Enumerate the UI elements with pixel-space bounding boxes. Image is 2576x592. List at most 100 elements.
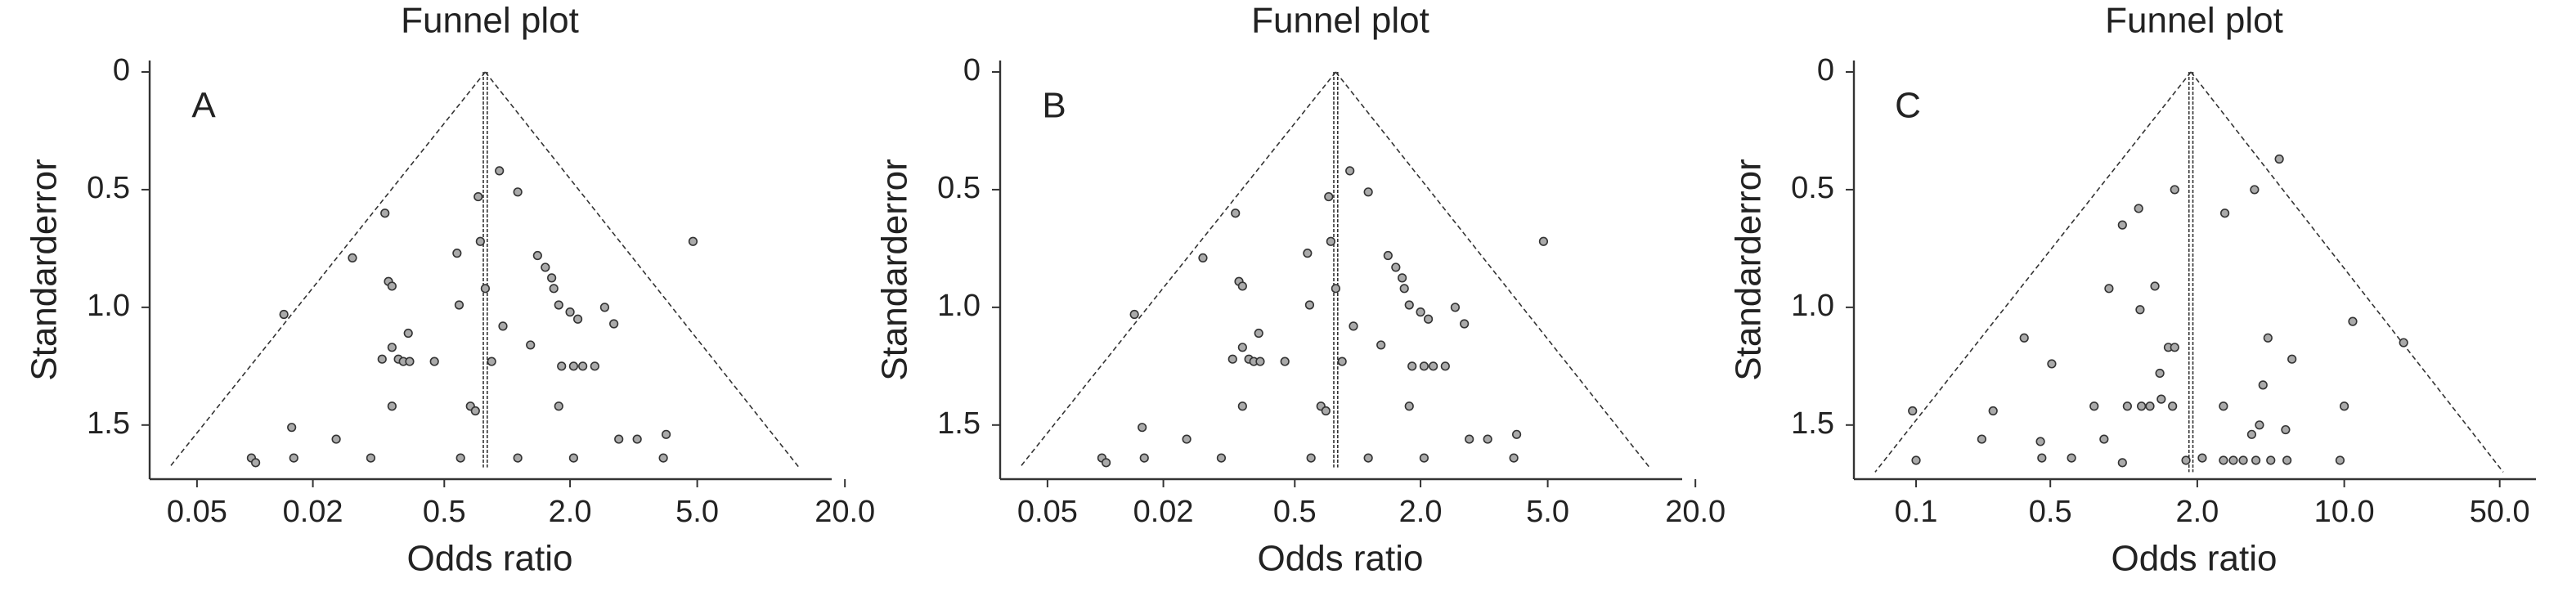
point bbox=[2220, 209, 2230, 218]
y-tick-label: 1.0 bbox=[1791, 289, 1834, 323]
x-tick-label: 0.5 bbox=[423, 495, 466, 529]
point bbox=[2067, 453, 2076, 463]
point bbox=[1460, 319, 1470, 329]
point bbox=[1440, 361, 1450, 371]
point bbox=[541, 262, 550, 272]
point bbox=[661, 429, 671, 439]
point bbox=[1376, 340, 1386, 350]
point bbox=[688, 236, 698, 246]
point bbox=[452, 249, 462, 258]
y-tick-label: 0 bbox=[963, 53, 981, 87]
point bbox=[1911, 455, 1921, 465]
point bbox=[2219, 401, 2228, 411]
point bbox=[1383, 250, 1393, 261]
point bbox=[1321, 406, 1331, 416]
point bbox=[1407, 361, 1417, 371]
point bbox=[1404, 401, 1414, 411]
funnel-left bbox=[1019, 71, 1337, 469]
point bbox=[632, 434, 642, 444]
point bbox=[1139, 453, 1149, 463]
point bbox=[565, 307, 575, 317]
point bbox=[2155, 368, 2165, 379]
point bbox=[2170, 343, 2179, 352]
panel-label: B bbox=[1042, 86, 1066, 126]
point bbox=[2089, 401, 2099, 411]
point bbox=[2137, 401, 2147, 411]
point bbox=[547, 273, 557, 283]
point bbox=[2197, 453, 2207, 463]
point bbox=[1538, 236, 1549, 246]
point bbox=[473, 191, 483, 202]
point bbox=[526, 340, 536, 350]
x-tick-label: 20.0 bbox=[815, 495, 875, 529]
point bbox=[498, 321, 508, 331]
point bbox=[554, 401, 563, 411]
point bbox=[2168, 401, 2178, 411]
point bbox=[513, 453, 523, 463]
point bbox=[2047, 359, 2057, 369]
point bbox=[1465, 434, 1474, 444]
point bbox=[2266, 455, 2276, 465]
point bbox=[1254, 328, 1263, 339]
point bbox=[1450, 303, 1461, 312]
point bbox=[2399, 338, 2408, 348]
funnel-left bbox=[1874, 71, 2192, 473]
point bbox=[2117, 458, 2127, 468]
point bbox=[1419, 453, 1429, 463]
y-tick-label: 0.5 bbox=[1791, 171, 1834, 205]
point bbox=[1349, 321, 1358, 331]
point bbox=[387, 343, 397, 352]
point bbox=[1227, 354, 1237, 364]
x-tick-label: 0.5 bbox=[1273, 495, 1317, 529]
point bbox=[470, 406, 480, 416]
point bbox=[2150, 281, 2160, 291]
point bbox=[2263, 333, 2273, 343]
x-axis-label: Odds ratio bbox=[2112, 539, 2278, 579]
y-tick-label: 0.5 bbox=[87, 171, 130, 205]
point bbox=[2104, 284, 2114, 294]
point bbox=[454, 300, 464, 310]
point bbox=[1483, 434, 1492, 444]
point bbox=[251, 458, 261, 468]
point bbox=[1101, 458, 1111, 468]
point bbox=[475, 236, 485, 246]
point bbox=[2335, 455, 2345, 465]
point bbox=[1977, 434, 1986, 444]
point bbox=[1391, 262, 1401, 272]
funnel-right bbox=[484, 71, 800, 469]
point bbox=[1326, 236, 1335, 246]
point bbox=[480, 284, 491, 294]
point bbox=[2156, 394, 2166, 404]
x-axis-label: Odds ratio bbox=[407, 539, 573, 579]
point bbox=[2246, 429, 2257, 439]
point bbox=[403, 328, 413, 339]
point bbox=[590, 361, 599, 371]
point bbox=[1988, 406, 1998, 416]
point bbox=[387, 401, 397, 411]
point bbox=[2287, 354, 2297, 364]
y-tick-label: 0 bbox=[113, 53, 130, 87]
point bbox=[609, 319, 619, 329]
x-tick-label: 0.05 bbox=[1017, 495, 1078, 529]
point bbox=[1324, 191, 1334, 202]
point bbox=[289, 453, 298, 463]
point bbox=[2340, 401, 2349, 411]
point bbox=[1398, 273, 1407, 283]
point bbox=[1337, 357, 1347, 366]
x-tick-label: 20.0 bbox=[1665, 495, 1726, 529]
y-tick-label: 1.5 bbox=[1791, 406, 1834, 441]
point bbox=[658, 453, 668, 463]
point bbox=[380, 209, 390, 218]
y-tick-label: 1.0 bbox=[937, 289, 981, 323]
y-axis-label: Standarderror bbox=[875, 159, 915, 380]
y-axis-label: Standarderror bbox=[1729, 159, 1769, 380]
point bbox=[1198, 253, 1208, 263]
point bbox=[2181, 455, 2191, 465]
x-tick-label: 50.0 bbox=[2470, 495, 2530, 529]
point bbox=[2145, 401, 2155, 411]
point bbox=[1237, 281, 1247, 291]
point bbox=[348, 253, 357, 263]
funnel-left bbox=[168, 71, 487, 469]
point bbox=[513, 187, 523, 197]
point bbox=[2251, 455, 2261, 465]
